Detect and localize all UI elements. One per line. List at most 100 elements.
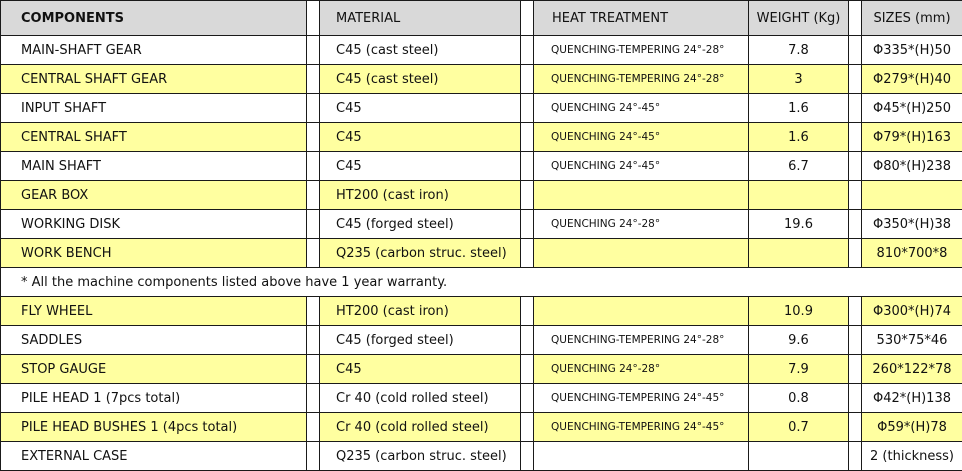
spacer-cell: [307, 326, 320, 355]
spacer-cell: [307, 413, 320, 442]
spacer-cell: [521, 326, 534, 355]
heat-treatment-cell: [534, 442, 749, 471]
spacer-cell: [307, 384, 320, 413]
size-cell: Φ45*(H)250: [862, 94, 962, 123]
spacer-cell: [521, 94, 534, 123]
heat-treatment-cell: QUENCHING-TEMPERING 24°-45°: [534, 413, 749, 442]
header-components: COMPONENTS: [1, 1, 307, 36]
weight-cell: [749, 181, 849, 210]
spacer-cell: [849, 36, 862, 65]
spacer-cell: [849, 413, 862, 442]
weight-cell: 7.8: [749, 36, 849, 65]
spacer-cell: [307, 181, 320, 210]
table-row: PILE HEAD BUSHES 1 (4pcs total)Cr 40 (co…: [1, 413, 962, 442]
spacer-cell: [849, 297, 862, 326]
spacer-cell: [307, 297, 320, 326]
heat-treatment-cell: QUENCHING 24°-28°: [534, 355, 749, 384]
material-cell: Q235 (carbon struc. steel): [320, 442, 521, 471]
size-cell: 2 (thickness): [862, 442, 962, 471]
component-cell: GEAR BOX: [1, 181, 307, 210]
spacer-cell: [521, 355, 534, 384]
size-cell: 260*122*78: [862, 355, 962, 384]
material-cell: C45: [320, 123, 521, 152]
component-cell: CENTRAL SHAFT GEAR: [1, 65, 307, 94]
heat-treatment-cell: [534, 239, 749, 268]
spacer-cell: [307, 442, 320, 471]
material-cell: C45 (forged steel): [320, 326, 521, 355]
material-cell: C45: [320, 94, 521, 123]
component-cell: SADDLES: [1, 326, 307, 355]
material-cell: C45: [320, 152, 521, 181]
weight-cell: 3: [749, 65, 849, 94]
warranty-note: * All the machine components listed abov…: [1, 268, 962, 297]
weight-cell: 0.8: [749, 384, 849, 413]
header-heat-treatment: HEAT TREATMENT: [534, 1, 749, 36]
component-cell: PILE HEAD 1 (7pcs total): [1, 384, 307, 413]
header-material: MATERIAL: [320, 1, 521, 36]
material-cell: Q235 (carbon struc. steel): [320, 239, 521, 268]
material-cell: HT200 (cast iron): [320, 297, 521, 326]
spacer-cell: [307, 123, 320, 152]
spacer-cell: [849, 355, 862, 384]
heat-treatment-cell: QUENCHING-TEMPERING 24°-45°: [534, 384, 749, 413]
spacer-cell: [307, 239, 320, 268]
table-row: PILE HEAD 1 (7pcs total)Cr 40 (cold roll…: [1, 384, 962, 413]
table-row: CENTRAL SHAFT GEAR C45 (cast steel) QUENCH…: [1, 65, 962, 94]
weight-cell: [749, 239, 849, 268]
heat-treatment-cell: QUENCHING-TEMPERING 24°-28°: [534, 65, 749, 94]
component-cell: MAIN SHAFT: [1, 152, 307, 181]
spacer-cell: [521, 297, 534, 326]
heat-treatment-cell: QUENCHING 24°-45°: [534, 152, 749, 181]
component-cell: EXTERNAL CASE: [1, 442, 307, 471]
warranty-note-row: * All the machine components listed abov…: [1, 268, 962, 297]
heat-treatment-cell: [534, 181, 749, 210]
component-cell: MAIN-SHAFT GEAR: [1, 36, 307, 65]
weight-cell: 10.9: [749, 297, 849, 326]
heat-treatment-cell: QUENCHING 24°-28°: [534, 210, 749, 239]
spacer-cell: [521, 152, 534, 181]
component-cell: INPUT SHAFT: [1, 94, 307, 123]
heat-treatment-cell: QUENCHING 24°-45°: [534, 94, 749, 123]
material-cell: C45 (cast steel): [320, 65, 521, 94]
spacer-cell: [849, 94, 862, 123]
spacer-cell: [307, 36, 320, 65]
spacer-cell: [521, 36, 534, 65]
spacer-cell: [849, 326, 862, 355]
material-cell: C45 (cast steel): [320, 36, 521, 65]
size-cell: [862, 181, 962, 210]
spacer-cell: [849, 384, 862, 413]
spacer-cell: [849, 123, 862, 152]
weight-cell: 1.6: [749, 94, 849, 123]
header-sizes: SIZES (mm): [862, 1, 962, 36]
weight-cell: 9.6: [749, 326, 849, 355]
spacer-cell: [849, 1, 862, 36]
heat-treatment-cell: [534, 297, 749, 326]
weight-cell: 19.6: [749, 210, 849, 239]
weight-cell: 7.9: [749, 355, 849, 384]
spacer-cell: [307, 65, 320, 94]
spacer-cell: [521, 210, 534, 239]
spacer-cell: [307, 94, 320, 123]
component-cell: CENTRAL SHAFT: [1, 123, 307, 152]
spacer-cell: [307, 210, 320, 239]
spacer-cell: [521, 442, 534, 471]
component-cell: WORKING DISK: [1, 210, 307, 239]
size-cell: Φ42*(H)138: [862, 384, 962, 413]
material-cell: C45: [320, 355, 521, 384]
header-row: COMPONENTS MATERIAL HEAT TREATMENT WEIGH…: [1, 1, 962, 36]
weight-cell: 6.7: [749, 152, 849, 181]
size-cell: Φ350*(H)38: [862, 210, 962, 239]
spacer-cell: [307, 355, 320, 384]
header-weight: WEIGHT (Kg): [749, 1, 849, 36]
spacer-cell: [849, 210, 862, 239]
material-cell: Cr 40 (cold rolled steel): [320, 413, 521, 442]
